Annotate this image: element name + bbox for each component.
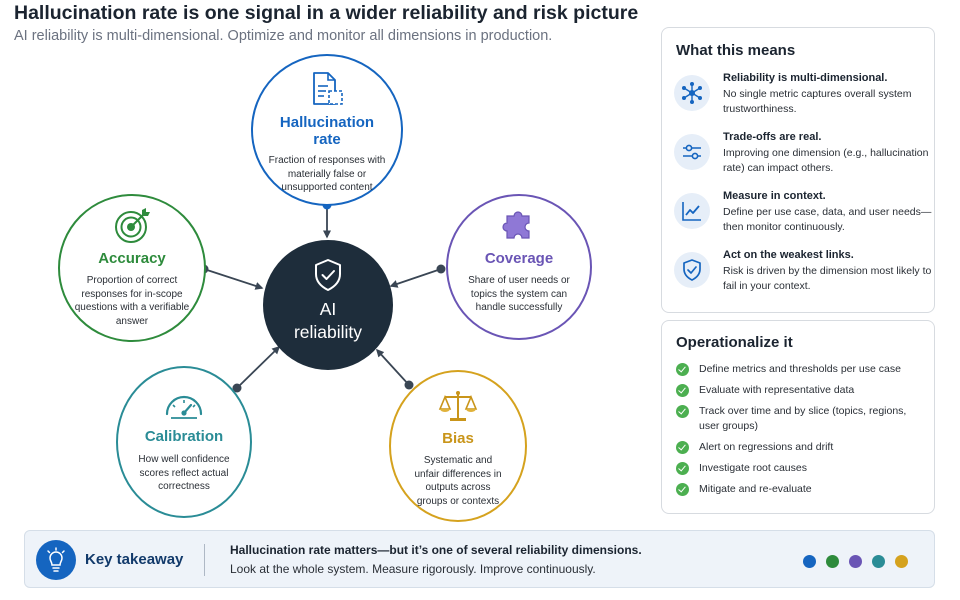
shield-check-icon: [315, 259, 341, 291]
node-calibration: Calibration How well confidence scores r…: [116, 366, 252, 518]
meaning-item: Trade-offs are real. Improving one dimen…: [674, 131, 929, 187]
node-title: Bias: [442, 430, 474, 447]
document-icon: [313, 72, 343, 105]
meaning-heading: Trade-offs are real.: [723, 131, 822, 143]
connector-accuracy: [199, 264, 264, 290]
connector-bias: [375, 348, 414, 390]
operationalize-text: Define metrics and thresholds per use ca…: [699, 363, 901, 375]
node-description: Fraction of responses with materially fa…: [268, 155, 386, 193]
shield-check-icon: [674, 252, 710, 288]
node-description: Systematic and unfair differences in out…: [414, 455, 502, 507]
what-this-means-panel: What this means Reliability is multi-dim…: [661, 27, 935, 313]
dot-blue: [803, 555, 816, 568]
node-accuracy: Accuracy Proportion of correct responses…: [58, 194, 206, 342]
meaning-heading: Reliability is multi-dimensional.: [723, 72, 888, 84]
meaning-body: Improving one dimension (e.g., hallucina…: [723, 147, 929, 174]
takeaway-text: Look at the whole system. Measure rigoro…: [230, 562, 596, 576]
check-icon: [676, 363, 689, 376]
operationalize-text: Investigate root causes: [699, 462, 807, 474]
dot-teal: [872, 555, 885, 568]
operationalize-panel: Operationalize it Define metrics and thr…: [661, 320, 935, 514]
dot-green: [826, 555, 839, 568]
operationalize-text: Alert on regressions and drift: [699, 441, 834, 453]
target-icon: [115, 208, 150, 243]
node-title: Hallucination rate: [279, 114, 375, 148]
dot-gold: [895, 555, 908, 568]
divider: [204, 544, 205, 576]
sliders-icon: [674, 134, 710, 170]
check-icon: [676, 384, 689, 397]
node-description: Share of user needs or topics the system…: [468, 275, 570, 313]
meaning-body: Risk is driven by the dimension most lik…: [723, 265, 932, 292]
check-icon: [676, 441, 689, 454]
center-ai-reliability: AI reliability: [263, 240, 393, 370]
operationalize-text: Mitigate and re-evaluate: [699, 483, 812, 495]
meaning-heading: Measure in context.: [723, 190, 826, 202]
meaning-heading: Act on the weakest links.: [723, 249, 854, 261]
scales-icon: [438, 391, 478, 421]
takeaway-headline: Hallucination rate matters—but it’s one …: [230, 543, 642, 557]
reliability-diagram: Hallucination rate Fraction of responses…: [58, 54, 592, 522]
page-subtitle: AI reliability is multi-dimensional. Opt…: [14, 28, 553, 44]
node-title: Calibration: [144, 428, 224, 445]
meaning-item: Act on the weakest links. Risk is driven…: [674, 249, 931, 305]
operationalize-text: Track over time and by slice (topics, re…: [699, 405, 907, 432]
meaning-item: Measure in context. Define per use case,…: [674, 190, 931, 246]
gauge-icon: [165, 395, 203, 419]
check-icon: [676, 462, 689, 475]
center-label-line1: AI: [319, 299, 337, 319]
center-label-line2: reliability: [293, 322, 363, 342]
node-description: How well confidence scores reflect actua…: [138, 454, 230, 492]
color-dots: [803, 555, 918, 569]
panel-title: What this means: [676, 42, 796, 59]
operationalize-text: Evaluate with representative data: [699, 384, 855, 396]
node-description: Proportion of correct responses for in-s…: [74, 275, 190, 327]
dot-purple: [849, 555, 862, 568]
page-title: Hallucination rate is one signal in a wi…: [14, 2, 639, 24]
node-title: Coverage: [484, 250, 554, 267]
node-hallucination-rate: Hallucination rate Fraction of responses…: [251, 54, 403, 206]
node-bias: Bias Systematic and unfair differences i…: [389, 370, 527, 522]
connector-coverage: [389, 264, 446, 288]
node-title: Accuracy: [98, 250, 166, 267]
meaning-body: Define per use case, data, and user need…: [723, 206, 932, 233]
connector-calibration: [232, 345, 281, 393]
meaning-item: Reliability is multi-dimensional. No sin…: [674, 72, 929, 128]
key-takeaway-banner: Key takeaway Hallucination rate matters—…: [24, 530, 935, 588]
center-label: AI reliability: [263, 298, 393, 344]
puzzle-icon: [502, 211, 530, 239]
lightbulb-icon: [36, 540, 76, 580]
panel-title: Operationalize it: [676, 334, 793, 351]
check-icon: [676, 483, 689, 496]
network-icon: [674, 75, 710, 111]
meaning-body: No single metric captures overall system…: [723, 88, 912, 115]
trend-chart-icon: [674, 193, 710, 229]
takeaway-label: Key takeaway: [85, 551, 184, 568]
check-icon: [676, 405, 689, 418]
node-coverage: Coverage Share of user needs or topics t…: [446, 194, 592, 340]
